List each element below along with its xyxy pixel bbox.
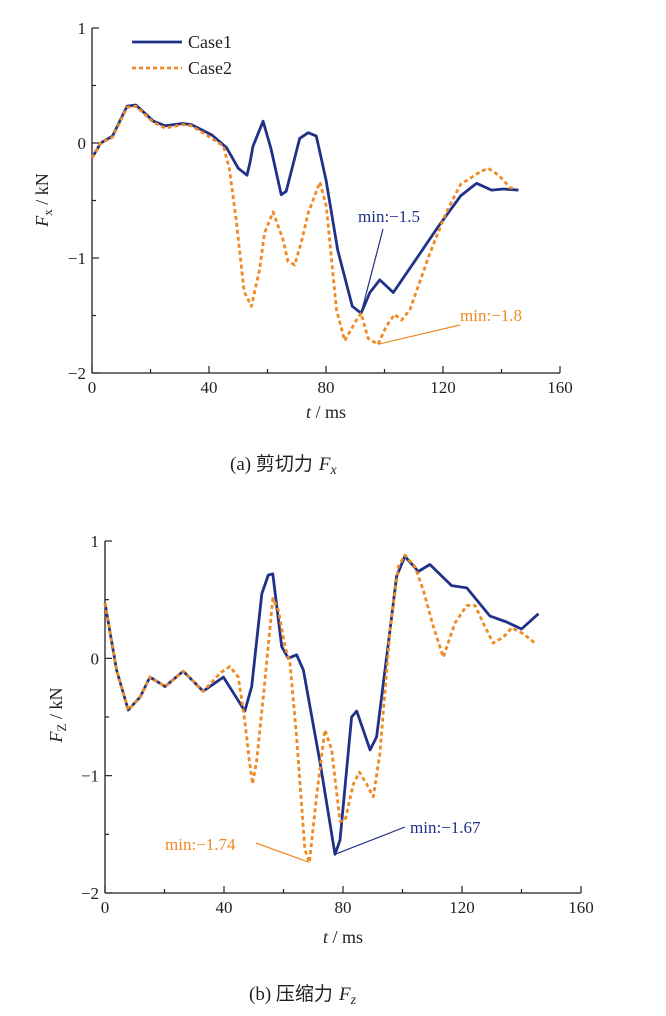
y-tick-label: 0 xyxy=(78,134,87,153)
x-axis-unit: / ms xyxy=(328,927,363,947)
x-tick-label: 120 xyxy=(430,378,456,397)
x-tick-label: 40 xyxy=(201,378,218,397)
legend-label: Case1 xyxy=(188,32,232,52)
series-line-case2 xyxy=(103,553,536,864)
x-tick-label: 80 xyxy=(335,898,352,917)
x-tick-label: 0 xyxy=(88,378,97,397)
x-axis-symbol: t xyxy=(323,927,329,947)
caption-subscript: z xyxy=(350,993,357,1008)
y-tick-label: −1 xyxy=(81,767,99,786)
y-axis-symbol: F xyxy=(46,730,66,743)
x-axis-symbol: t xyxy=(306,402,312,422)
x-tick-label: 40 xyxy=(216,898,233,917)
caption-text: 压缩力 xyxy=(276,983,339,1005)
caption-text: 剪切力 xyxy=(256,453,319,475)
x-tick-label: 160 xyxy=(568,898,594,917)
x-tick-label: 120 xyxy=(449,898,475,917)
x-axis-label: t / ms xyxy=(306,402,346,422)
figure-caption: (b) 压缩力 Fz xyxy=(249,983,357,1008)
annotation-leader xyxy=(255,842,310,864)
annotation-label: min:−1.74 xyxy=(165,835,236,854)
annotation-leader xyxy=(377,324,461,345)
series-line-case1 xyxy=(103,554,540,856)
annotation-label: min:−1.8 xyxy=(460,306,522,325)
y-tick-label: 1 xyxy=(91,532,100,551)
y-axis-label: FZ / kN xyxy=(46,688,69,744)
figure-caption: (a) 剪切力 Fx xyxy=(230,453,338,478)
y-axis-unit: / kN xyxy=(46,688,66,724)
x-tick-label: 80 xyxy=(318,378,335,397)
y-axis-subscript: Z xyxy=(54,723,69,731)
y-axis-unit: / kN xyxy=(32,173,52,209)
caption-symbol: F xyxy=(318,454,331,475)
series-line-case1 xyxy=(90,103,519,315)
x-axis-unit: / ms xyxy=(311,402,346,422)
y-axis-symbol: F xyxy=(32,215,52,228)
x-tick-label: 0 xyxy=(101,898,110,917)
y-tick-label: −2 xyxy=(81,884,99,903)
y-tick-label: −1 xyxy=(68,249,86,268)
annotation-leader xyxy=(360,228,384,314)
caption-symbol: F xyxy=(338,984,351,1005)
y-tick-label: −2 xyxy=(68,364,86,383)
annotation-label: min:−1.67 xyxy=(410,818,481,837)
series-line-case2 xyxy=(90,104,517,346)
caption-subscript: x xyxy=(330,463,338,478)
legend-label: Case2 xyxy=(188,58,232,78)
y-axis-label: Fx / kN xyxy=(32,173,55,228)
annotation-label: min:−1.5 xyxy=(358,207,420,226)
chart-panel-a: −2 −1 0 1 0 40 80 120 160 t / ms Fx / kN min:−1.5 mi… xyxy=(32,19,573,478)
y-axis-subscript: x xyxy=(40,209,55,216)
legend: Case1 Case2 xyxy=(132,32,232,78)
caption-prefix: (b) xyxy=(249,984,276,1005)
caption-prefix: (a) xyxy=(230,454,256,475)
annotation-leader xyxy=(334,826,406,855)
y-tick-label: 1 xyxy=(78,19,87,38)
x-tick-label: 160 xyxy=(547,378,573,397)
y-tick-label: 0 xyxy=(91,649,100,668)
x-axis-label: t / ms xyxy=(323,927,363,947)
